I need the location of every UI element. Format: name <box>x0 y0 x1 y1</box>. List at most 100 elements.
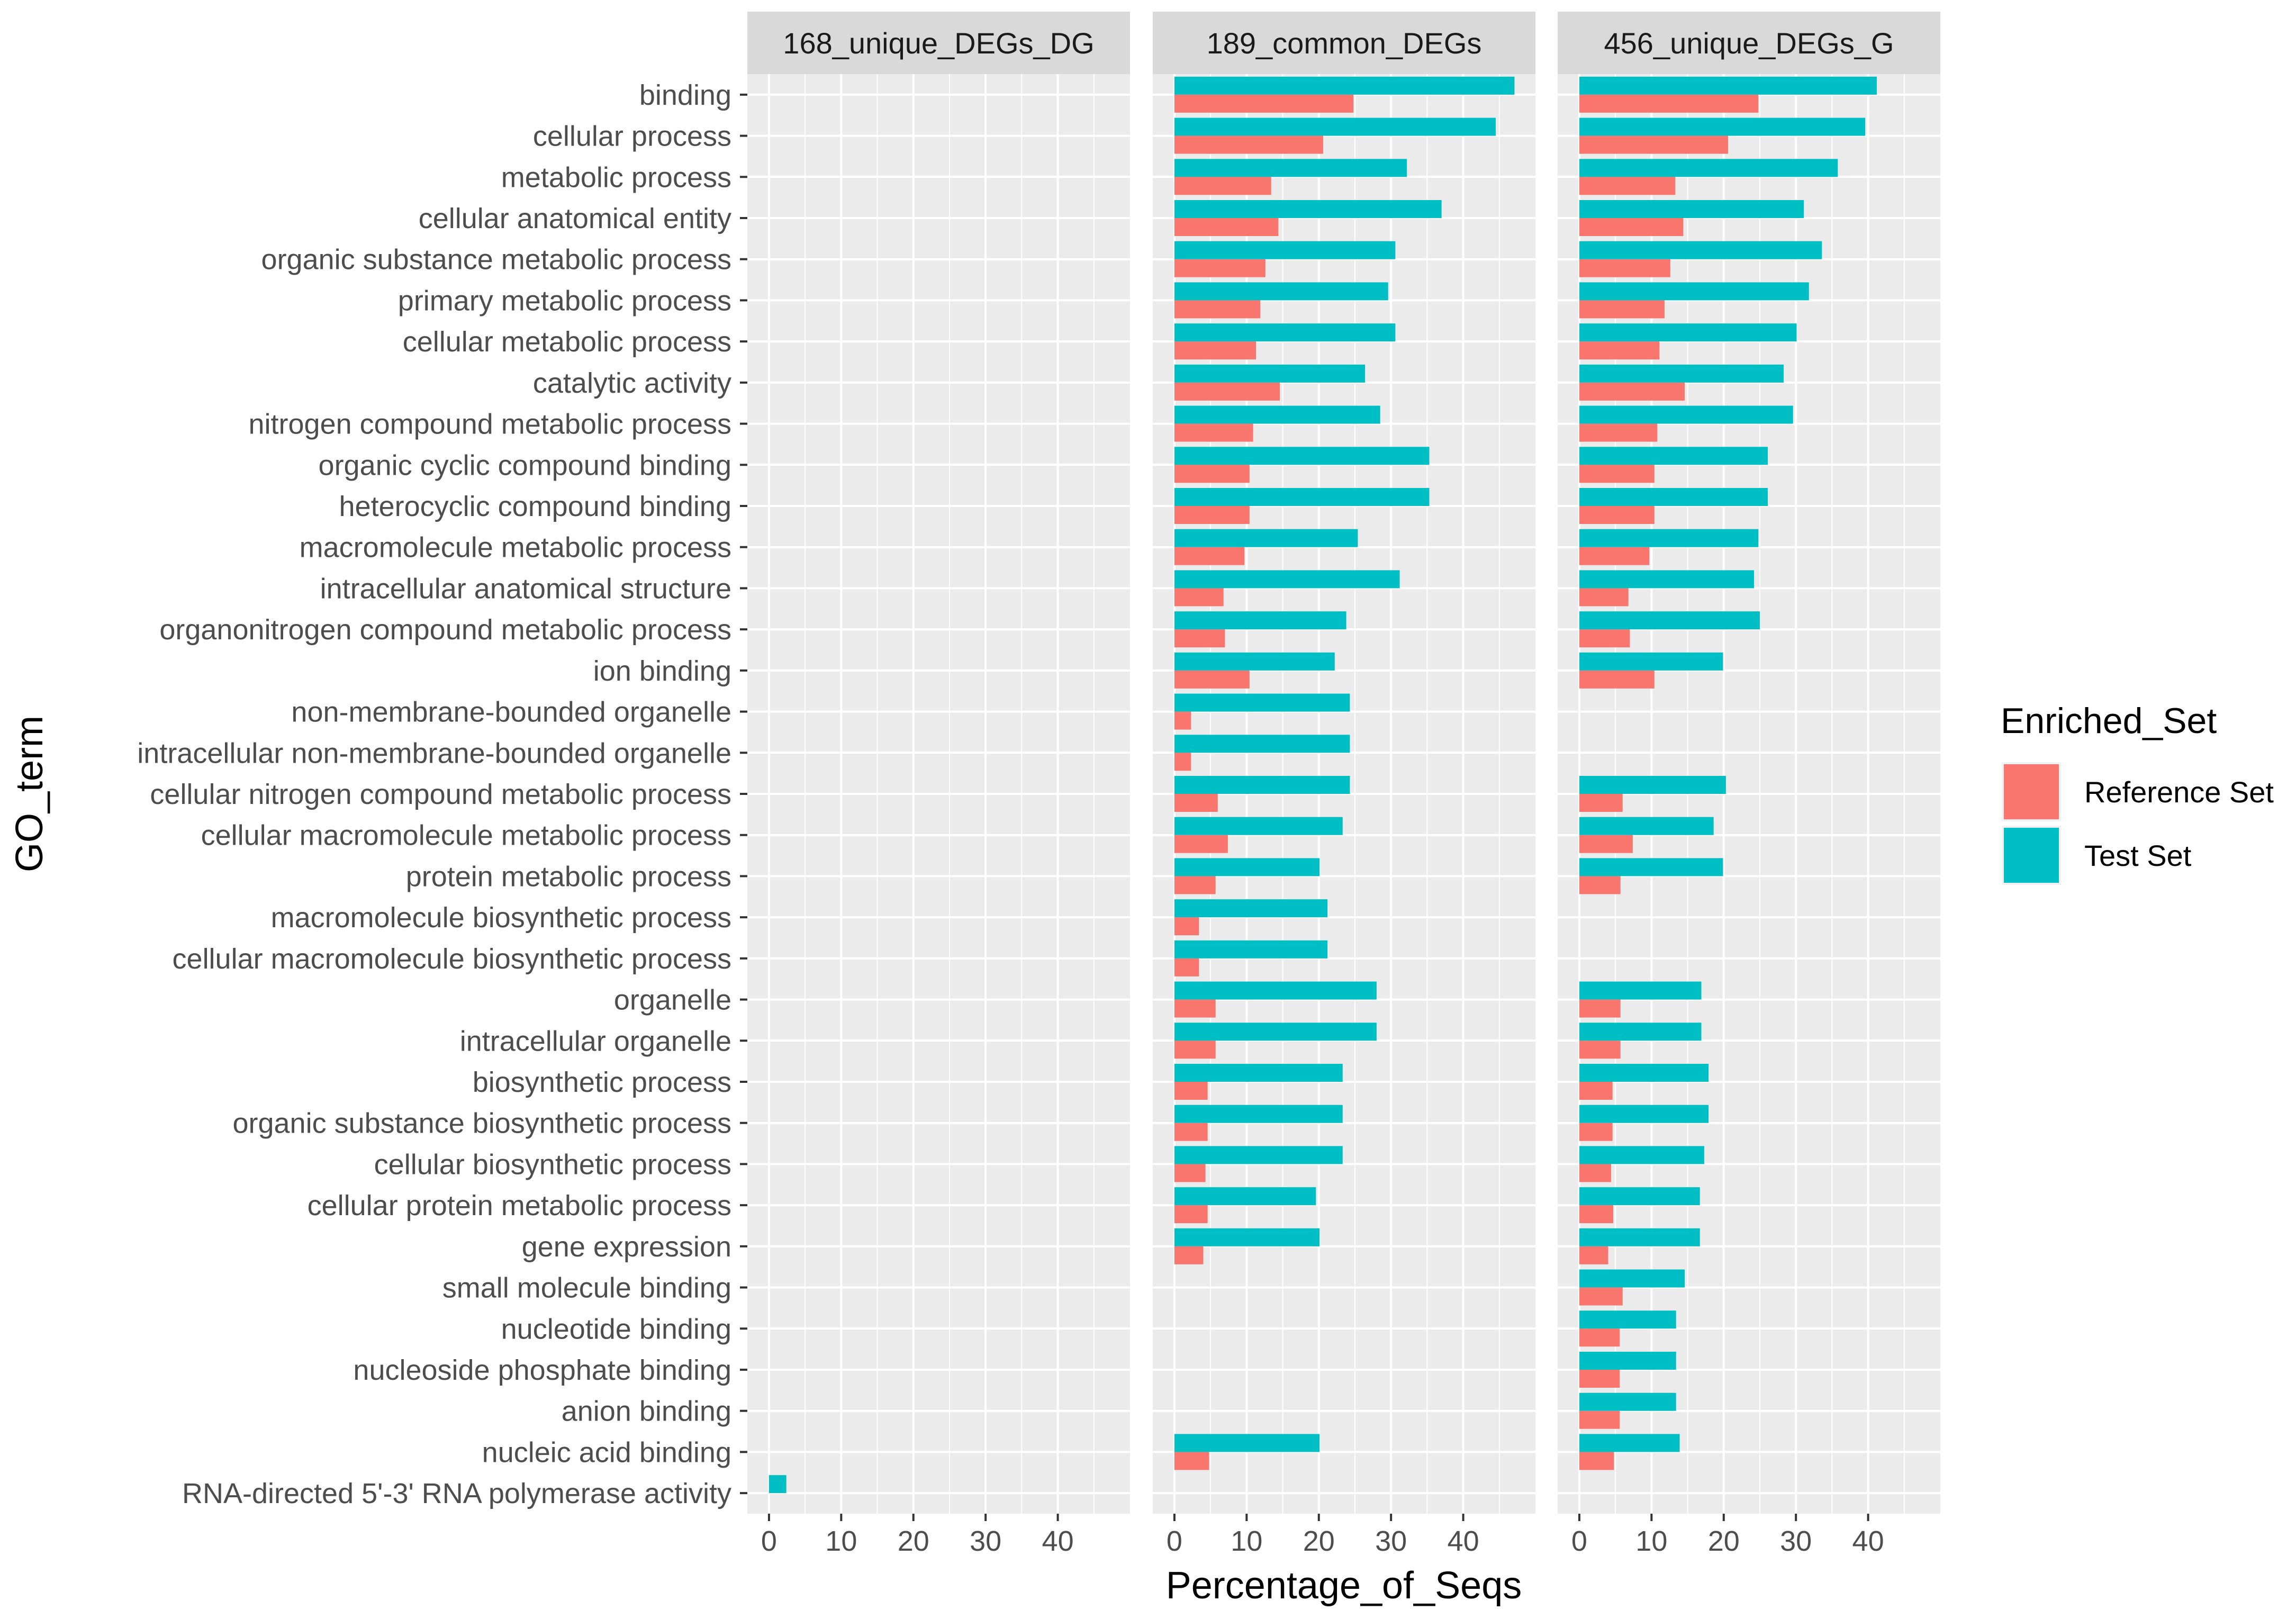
test-set-bar <box>1174 652 1335 671</box>
reference-set-bar <box>1579 588 1629 607</box>
legend-key-swatch <box>2004 828 2059 883</box>
y-tick-label: intracellular anatomical structure <box>320 573 731 604</box>
reference-set-bar <box>1174 300 1261 319</box>
reference-set-bar <box>1579 670 1655 689</box>
test-set-bar <box>1174 1187 1316 1206</box>
y-tick-label: anion binding <box>562 1396 731 1427</box>
legend: Enriched_Set Reference Set Test Set <box>2001 701 2274 885</box>
reference-set-bar <box>1579 259 1670 277</box>
facet-strip-label: 189_common_DEGs <box>1207 26 1482 60</box>
reference-set-bar <box>1174 588 1224 607</box>
test-set-bar <box>1579 364 1784 383</box>
y-tick-label: cellular macromolecule metabolic process <box>201 820 731 852</box>
reference-set-bar <box>1174 1452 1209 1470</box>
reference-set-bar <box>1579 1328 1620 1347</box>
y-tick-label: nitrogen compound metabolic process <box>248 409 731 440</box>
test-set-bar <box>1174 858 1320 876</box>
reference-set-bar <box>1579 547 1650 565</box>
reference-set-bar <box>1174 423 1253 442</box>
x-tick-label: 40 <box>1042 1525 1074 1557</box>
reference-set-bar <box>1174 1082 1208 1100</box>
y-tick-label: organic substance biosynthetic process <box>232 1108 731 1139</box>
reference-set-bar <box>1174 999 1216 1018</box>
test-set-bar <box>1579 159 1838 177</box>
reference-set-bar <box>1579 1246 1608 1264</box>
y-tick-label: organic substance metabolic process <box>261 244 731 276</box>
reference-set-bar <box>1579 1410 1620 1429</box>
x-tick-label: 10 <box>1635 1525 1667 1557</box>
y-tick-label: macromolecule biosynthetic process <box>271 902 731 934</box>
reference-set-bar <box>1174 1246 1204 1264</box>
y-axis-labels: binding cellular process metabolic process… <box>137 79 747 1509</box>
facet-panel: 456_unique_DEGs_G 0 10 20 30 40 <box>1558 12 1940 1557</box>
facet-panel: 168_unique_DEGs_DG 0 10 20 30 40 <box>747 12 1130 1557</box>
test-set-bar <box>1174 776 1350 794</box>
test-set-bar <box>1174 611 1346 630</box>
reference-set-bar <box>1174 465 1250 483</box>
reference-set-bar <box>1579 465 1655 483</box>
y-tick-label: intracellular organelle <box>460 1025 731 1057</box>
test-set-bar <box>1174 940 1328 958</box>
facet-strip <box>1558 12 1940 74</box>
test-set-bar <box>1579 1310 1676 1329</box>
facet-strip <box>747 12 1130 74</box>
test-set-bar <box>1579 652 1723 671</box>
y-tick-label: catalytic activity <box>533 367 731 399</box>
test-set-bar <box>1579 200 1804 218</box>
test-set-bar <box>1174 1105 1343 1123</box>
test-set-bar <box>1174 1064 1343 1082</box>
test-set-bar <box>1579 241 1822 259</box>
test-set-bar <box>1579 76 1877 95</box>
test-set-bar <box>1174 981 1377 1000</box>
x-tick-label: 20 <box>1303 1525 1335 1557</box>
x-tick-label: 0 <box>761 1525 777 1557</box>
legend-entry-label: Test Set <box>2084 839 2192 872</box>
test-set-bar <box>1174 323 1396 342</box>
test-set-bar <box>1579 1187 1700 1206</box>
legend-key-swatch <box>2004 764 2059 819</box>
y-tick-label: RNA-directed 5'-3' RNA polymerase activi… <box>182 1478 731 1509</box>
reference-set-bar <box>1174 876 1216 894</box>
x-tick-label: 40 <box>1852 1525 1884 1557</box>
test-set-bar <box>1579 1228 1700 1246</box>
reference-set-bar <box>1579 135 1728 154</box>
test-set-bar <box>1579 611 1760 630</box>
y-tick-label: organonitrogen compound metabolic proces… <box>159 614 731 646</box>
reference-set-bar <box>1579 1041 1621 1059</box>
reference-set-bar <box>1174 135 1323 154</box>
test-set-bar <box>1174 1434 1320 1452</box>
test-set-bar <box>1579 1392 1676 1411</box>
x-tick-label: 20 <box>898 1525 929 1557</box>
test-set-bar <box>1174 1023 1377 1041</box>
reference-set-bar <box>1174 1205 1208 1224</box>
x-tick-label: 0 <box>1571 1525 1587 1557</box>
test-set-bar <box>1579 529 1759 547</box>
test-set-bar <box>1579 858 1723 876</box>
x-axis-title: Percentage_of_Seqs <box>1166 1564 1522 1607</box>
reference-set-bar <box>1174 794 1218 812</box>
reference-set-bar <box>1579 218 1684 236</box>
reference-set-bar <box>1174 835 1228 853</box>
y-tick-label: cellular nitrogen compound metabolic pro… <box>150 779 731 810</box>
legend-title: Enriched_Set <box>2001 701 2217 741</box>
reference-set-bar <box>1174 506 1250 524</box>
facet-strip-label: 168_unique_DEGs_DG <box>783 26 1094 60</box>
reference-set-bar <box>1579 300 1665 319</box>
facet-panels: 168_unique_DEGs_DG0 10 20 30 40189_common_DE… <box>747 12 1940 1557</box>
y-tick-label: gene expression <box>522 1231 731 1263</box>
reference-set-bar <box>1579 423 1658 442</box>
y-tick-label: organelle <box>614 984 731 1016</box>
reference-set-bar <box>1579 341 1660 360</box>
y-tick-label: nucleoside phosphate binding <box>353 1354 731 1386</box>
y-tick-label: cellular process <box>533 121 731 152</box>
test-set-bar <box>1579 117 1866 136</box>
test-set-bar <box>1579 282 1809 301</box>
test-set-bar <box>1174 282 1388 301</box>
test-set-bar <box>1579 1434 1680 1452</box>
test-set-bar <box>1579 776 1726 794</box>
reference-set-bar <box>1579 835 1633 853</box>
y-tick-label: biosynthetic process <box>473 1066 731 1098</box>
reference-set-bar <box>1579 1164 1611 1182</box>
test-set-bar <box>1579 447 1768 465</box>
facet-strip-label: 456_unique_DEGs_G <box>1604 26 1894 60</box>
